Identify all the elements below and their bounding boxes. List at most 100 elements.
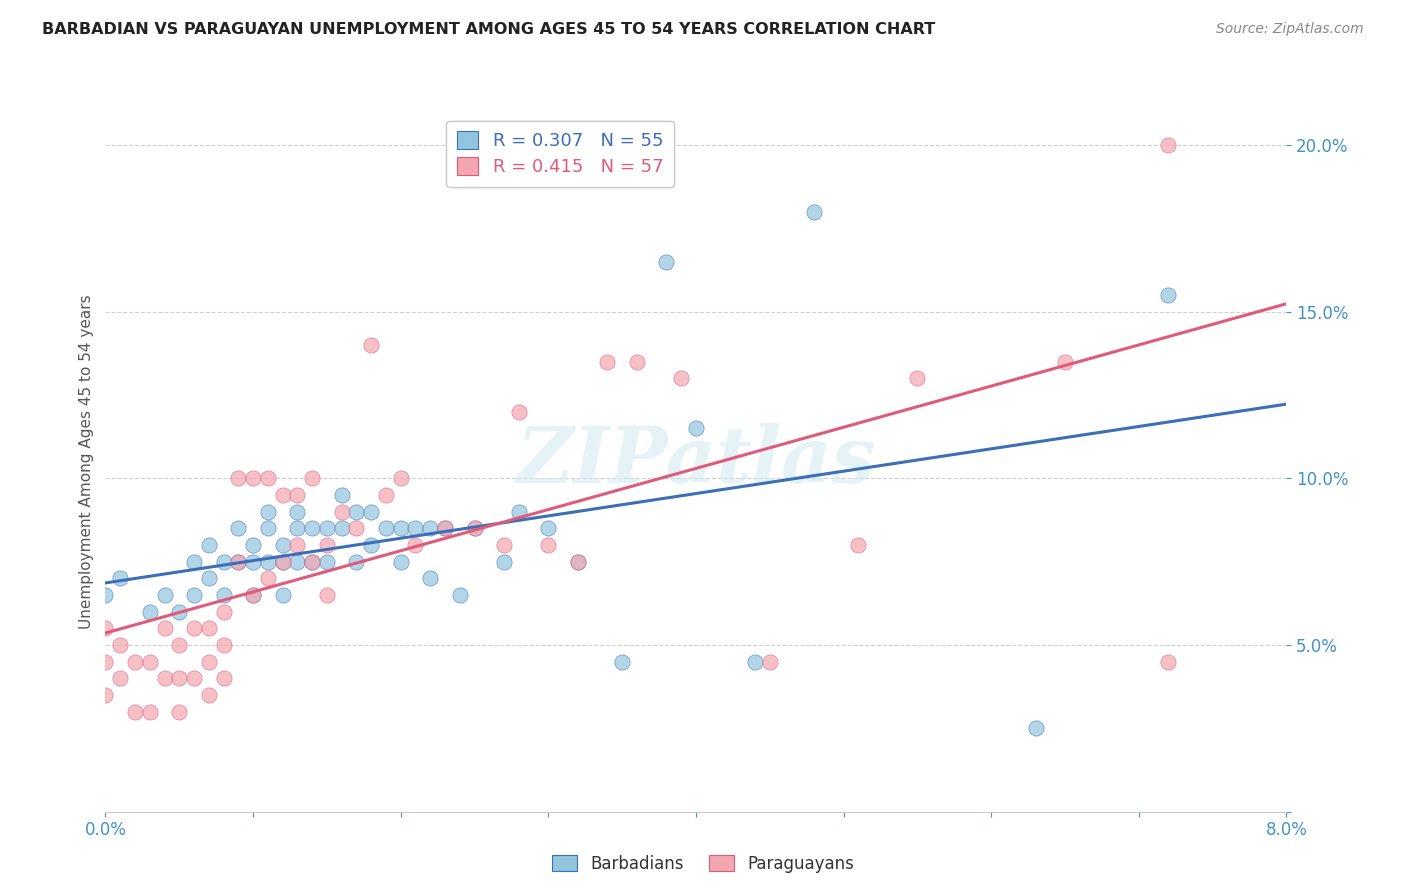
Point — [433, 521, 456, 535]
Point — [212, 671, 235, 685]
Point — [94, 688, 117, 702]
Point — [389, 471, 412, 485]
Point — [744, 655, 766, 669]
Point — [242, 538, 264, 552]
Point — [567, 555, 589, 569]
Point — [360, 538, 382, 552]
Point — [110, 671, 132, 685]
Point — [228, 521, 250, 535]
Point — [330, 505, 353, 519]
Point — [537, 521, 560, 535]
Point — [183, 555, 205, 569]
Point — [612, 655, 634, 669]
Point — [271, 588, 294, 602]
Point — [271, 555, 294, 569]
Point — [346, 521, 368, 535]
Point — [330, 521, 353, 535]
Point — [655, 254, 678, 268]
Point — [301, 521, 323, 535]
Point — [94, 588, 117, 602]
Point — [759, 655, 782, 669]
Point — [110, 571, 132, 585]
Point — [124, 705, 146, 719]
Point — [124, 655, 146, 669]
Point — [228, 555, 250, 569]
Point — [374, 521, 398, 535]
Point — [153, 588, 176, 602]
Point — [315, 538, 337, 552]
Point — [389, 521, 412, 535]
Point — [169, 638, 191, 652]
Point — [315, 588, 337, 602]
Point — [315, 555, 337, 569]
Point — [346, 505, 368, 519]
Point — [169, 705, 191, 719]
Legend: Barbadians, Paraguayans: Barbadians, Paraguayans — [546, 848, 860, 880]
Point — [301, 471, 323, 485]
Point — [330, 488, 353, 502]
Point — [242, 555, 264, 569]
Point — [212, 638, 235, 652]
Point — [626, 354, 648, 368]
Point — [508, 404, 530, 418]
Point — [169, 605, 191, 619]
Point — [315, 521, 337, 535]
Point — [464, 521, 486, 535]
Point — [257, 521, 280, 535]
Point — [537, 538, 560, 552]
Point — [419, 521, 441, 535]
Point — [242, 588, 264, 602]
Text: Source: ZipAtlas.com: Source: ZipAtlas.com — [1216, 22, 1364, 37]
Point — [228, 471, 250, 485]
Point — [492, 538, 515, 552]
Point — [301, 555, 323, 569]
Point — [94, 621, 117, 635]
Point — [433, 521, 456, 535]
Point — [94, 655, 117, 669]
Point — [138, 605, 162, 619]
Point — [596, 354, 619, 368]
Point — [183, 621, 205, 635]
Point — [360, 338, 382, 352]
Point — [257, 505, 280, 519]
Point — [287, 488, 309, 502]
Point — [212, 605, 235, 619]
Point — [212, 555, 235, 569]
Point — [257, 555, 280, 569]
Point — [1157, 137, 1180, 152]
Point — [153, 671, 176, 685]
Point — [374, 488, 398, 502]
Legend: R = 0.307   N = 55, R = 0.415   N = 57: R = 0.307 N = 55, R = 0.415 N = 57 — [446, 120, 675, 187]
Point — [405, 521, 427, 535]
Point — [449, 588, 471, 602]
Point — [492, 555, 515, 569]
Point — [242, 471, 264, 485]
Point — [197, 538, 219, 552]
Point — [1157, 655, 1180, 669]
Point — [110, 638, 132, 652]
Point — [271, 555, 294, 569]
Point — [405, 538, 427, 552]
Point — [1054, 354, 1077, 368]
Point — [287, 538, 309, 552]
Text: BARBADIAN VS PARAGUAYAN UNEMPLOYMENT AMONG AGES 45 TO 54 YEARS CORRELATION CHART: BARBADIAN VS PARAGUAYAN UNEMPLOYMENT AMO… — [42, 22, 935, 37]
Point — [1157, 288, 1180, 302]
Point — [464, 521, 486, 535]
Point — [271, 488, 294, 502]
Point — [242, 588, 264, 602]
Y-axis label: Unemployment Among Ages 45 to 54 years: Unemployment Among Ages 45 to 54 years — [79, 294, 94, 629]
Point — [803, 204, 825, 219]
Point — [287, 555, 309, 569]
Point — [197, 655, 219, 669]
Point — [271, 538, 294, 552]
Point — [138, 705, 162, 719]
Point — [169, 671, 191, 685]
Point — [197, 688, 219, 702]
Point — [197, 571, 219, 585]
Point — [567, 555, 589, 569]
Point — [671, 371, 693, 385]
Point — [183, 671, 205, 685]
Point — [360, 505, 382, 519]
Point — [1024, 722, 1046, 736]
Point — [183, 588, 205, 602]
